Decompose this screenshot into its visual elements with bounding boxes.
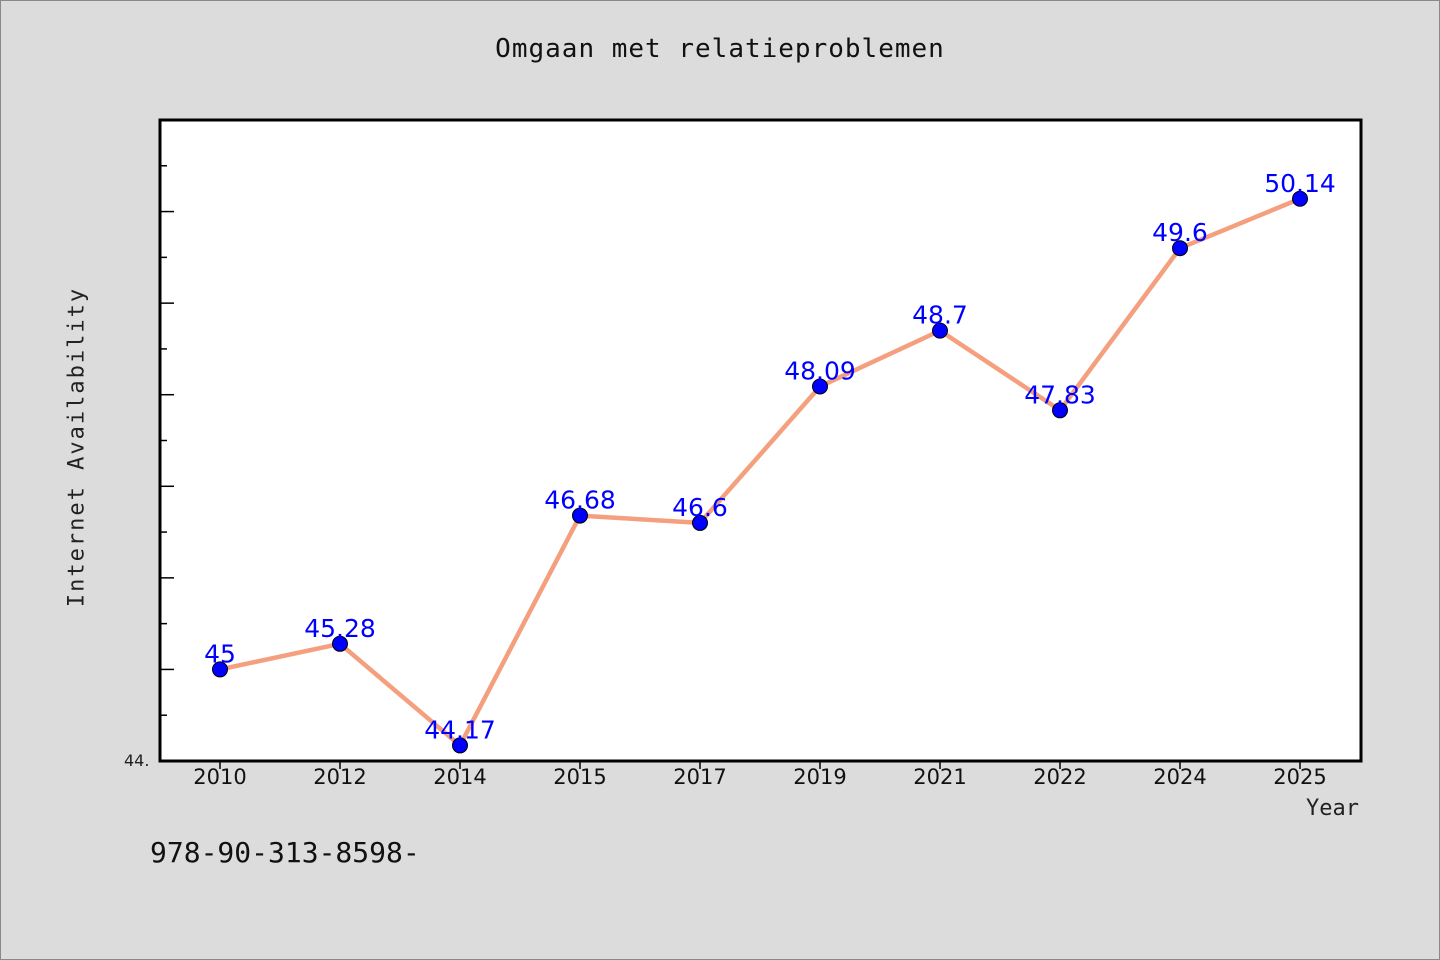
x-tick-label: 2010 xyxy=(193,765,246,789)
x-tick-label: 2019 xyxy=(793,765,846,789)
x-axis-label: Year xyxy=(1306,796,1359,821)
data-label: 47.83 xyxy=(1024,380,1096,409)
data-label: 45 xyxy=(204,639,236,668)
data-point xyxy=(332,635,348,652)
data-label: 45.28 xyxy=(304,614,376,643)
x-tick-label: 2015 xyxy=(553,765,606,789)
data-point xyxy=(452,737,468,754)
x-tick-label: 2012 xyxy=(313,765,366,789)
data-label: 48.7 xyxy=(912,301,968,330)
x-tick-label: 2014 xyxy=(433,765,486,789)
data-point xyxy=(212,661,228,678)
data-point xyxy=(1292,190,1308,207)
data-label: 44.17 xyxy=(424,715,496,744)
data-label: 49.6 xyxy=(1152,218,1208,247)
data-point xyxy=(1052,402,1068,419)
footer-text: 978-90-313-8598- xyxy=(150,836,420,869)
data-point xyxy=(1172,240,1188,257)
data-point xyxy=(572,507,588,524)
data-label: 46.68 xyxy=(544,486,616,515)
x-tick-label: 2022 xyxy=(1033,765,1086,789)
data-point xyxy=(812,378,828,395)
x-tick-label: 2025 xyxy=(1273,765,1326,789)
data-point xyxy=(932,322,948,339)
x-tick-label: 2024 xyxy=(1153,765,1206,789)
x-tick-label: 2017 xyxy=(673,765,726,789)
data-label: 48.09 xyxy=(784,356,856,385)
plot-area xyxy=(158,118,1363,763)
series-line xyxy=(217,196,1303,748)
chart-title: Omgaan met relatieproblemen xyxy=(495,34,945,64)
y-tick-label: 44. xyxy=(124,751,149,770)
data-label: 50.14 xyxy=(1264,169,1336,198)
x-tick-label: 2021 xyxy=(913,765,966,789)
data-label: 46.6 xyxy=(672,493,728,522)
data-point xyxy=(692,514,708,531)
